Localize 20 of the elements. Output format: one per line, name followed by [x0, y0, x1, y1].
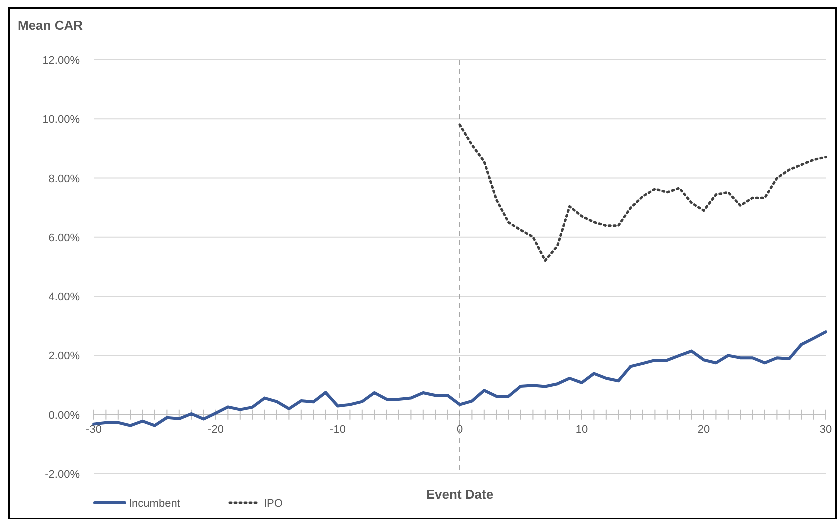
- y-tick-label: 10.00%: [42, 114, 80, 126]
- y-axis-title: Mean CAR: [18, 18, 84, 33]
- x-tick-label: 10: [576, 424, 588, 436]
- y-tick-label: 2.00%: [48, 350, 80, 363]
- x-tick-label: -20: [208, 424, 224, 436]
- x-tick-label: 20: [698, 424, 710, 436]
- x-tick-label: 30: [820, 424, 832, 436]
- legend-label: Incumbent: [129, 498, 180, 510]
- x-tick-label: -10: [330, 424, 346, 436]
- legend-label: IPO: [264, 498, 284, 510]
- y-tick-label: -2.00%: [45, 469, 80, 481]
- x-axis-title: Event Date: [426, 487, 494, 502]
- x-tick-label: 0: [456, 424, 464, 436]
- y-tick-label: 8.00%: [48, 173, 80, 186]
- y-tick-label: 0.00%: [48, 410, 80, 422]
- x-tick-label: -30: [86, 424, 102, 436]
- y-tick-label: 6.00%: [48, 232, 80, 244]
- line-series: [458, 124, 828, 262]
- y-tick-label: 4.00%: [48, 292, 80, 304]
- y-tick-label: 12.00%: [42, 55, 80, 67]
